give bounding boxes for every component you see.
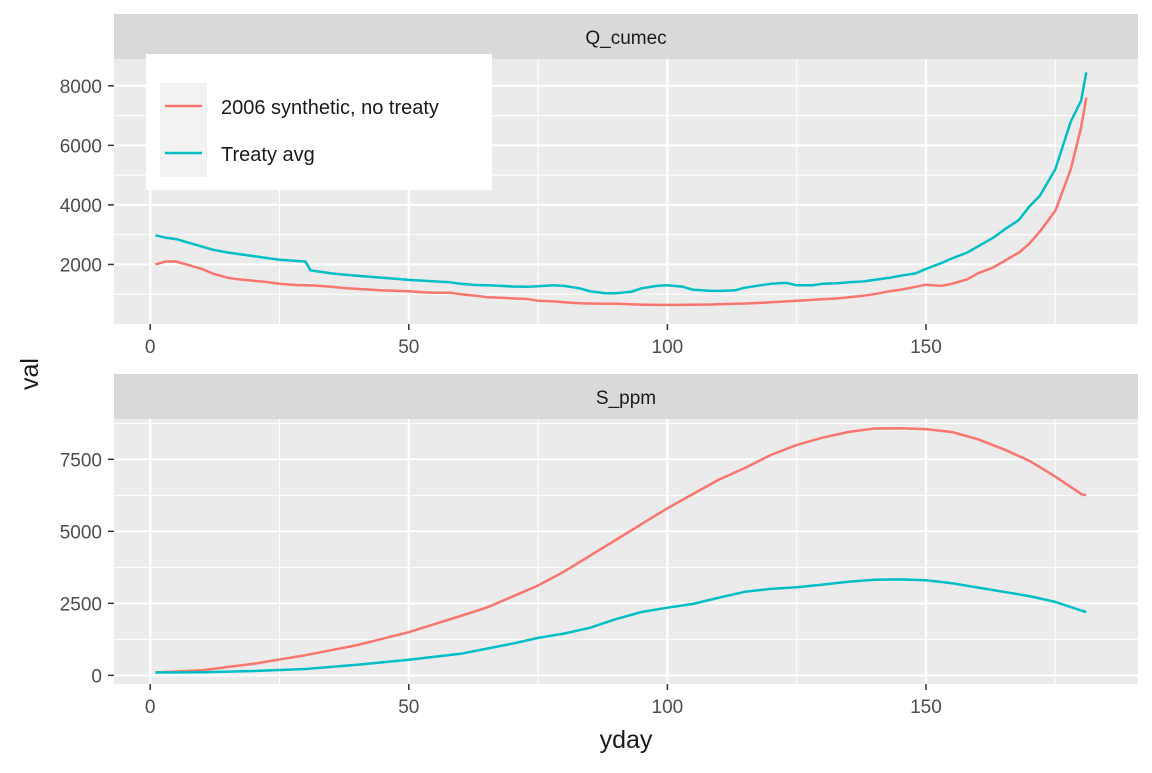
facet-strip-label-q-cumec: Q_cumec: [585, 28, 666, 49]
y-tick-label-s-ppm: 7500: [60, 450, 102, 471]
facet-strip-q-cumec: [114, 14, 1138, 59]
y-tick-label-s-ppm: 2500: [60, 594, 102, 615]
facet-panel-s-ppm: S_ppm 0 2500 5000 7500 0 50 100 150: [60, 374, 1138, 718]
y-tick-label-q-cumec: 8000: [60, 77, 102, 98]
x-tick-label-q-cumec: 0: [145, 337, 156, 358]
y-tick-label-q-cumec: 4000: [60, 196, 102, 217]
legend-label-2006-synthetic: 2006 synthetic, no treaty: [221, 97, 439, 119]
x-tick-label-s-ppm: 150: [910, 697, 942, 718]
x-tick-label-s-ppm: 50: [398, 697, 419, 718]
series-line-treaty-avg-s-ppm: [155, 578, 1087, 674]
x-tick-label-q-cumec: 150: [910, 337, 942, 358]
x-axis-title: yday: [600, 726, 653, 754]
y-axis-ticks-q-cumec: 2000 4000 6000 8000: [60, 77, 114, 276]
y-tick-label-q-cumec: 2000: [60, 255, 102, 276]
facet-strip-label-s-ppm: S_ppm: [596, 388, 656, 409]
x-axis-ticks-q-cumec: 0 50 100 150: [145, 324, 942, 358]
y-axis-title: val: [16, 358, 44, 390]
series-line-2006-synthetic-q-cumec: [155, 97, 1088, 307]
series-line-2006-synthetic-s-ppm: [155, 426, 1087, 674]
x-tick-label-s-ppm: 0: [145, 697, 156, 718]
y-axis-ticks-s-ppm: 0 2500 5000 7500: [60, 450, 114, 687]
series-line-treaty-avg-q-cumec: [155, 72, 1088, 295]
x-tick-label-q-cumec: 100: [652, 337, 684, 358]
gridlines-s-ppm: [114, 419, 1138, 684]
x-tick-label-q-cumec: 50: [398, 337, 419, 358]
legend: 2006 synthetic, no treaty Treaty avg: [146, 54, 492, 190]
series-lines-s-ppm: [155, 426, 1087, 674]
legend-label-treaty-avg: Treaty avg: [221, 144, 315, 166]
y-tick-label-s-ppm: 5000: [60, 522, 102, 543]
x-tick-label-s-ppm: 100: [652, 697, 684, 718]
x-axis-ticks-s-ppm: 0 50 100 150: [145, 684, 942, 718]
y-tick-label-s-ppm: 0: [91, 666, 102, 687]
facet-strip-s-ppm: [114, 374, 1138, 419]
series-lines-q-cumec: [155, 72, 1088, 307]
y-tick-label-q-cumec: 6000: [60, 136, 102, 157]
